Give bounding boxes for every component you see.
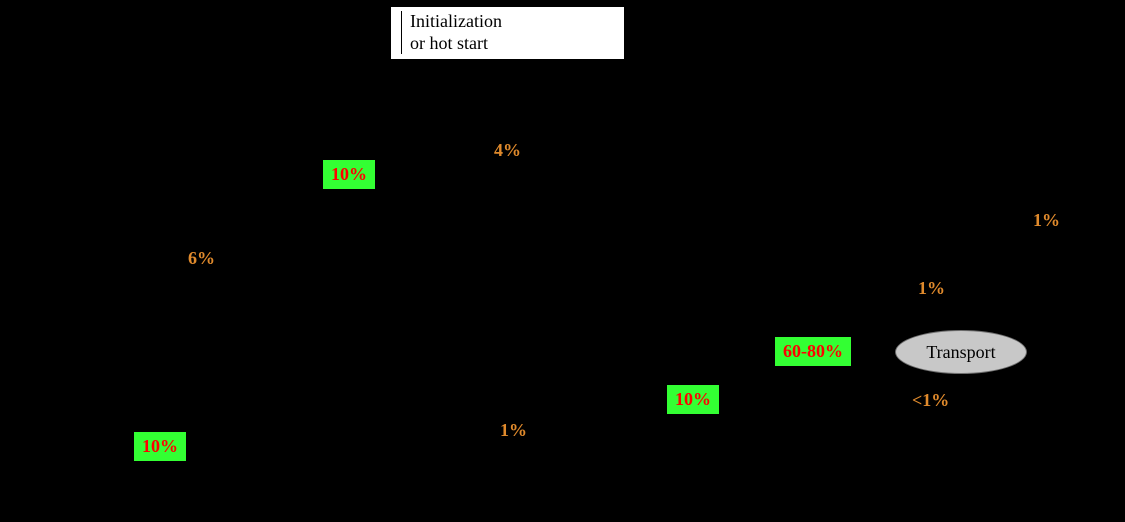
badge-10-ll: 10% — [134, 432, 186, 461]
node-initialization: Initialization or hot start — [390, 6, 625, 60]
node-initialization-line1: Initialization — [410, 11, 502, 31]
pct-1-mid: 1% — [918, 278, 945, 299]
node-initialization-line2: or hot start — [410, 33, 488, 53]
pct-1-right: 1% — [1033, 210, 1060, 231]
pct-6: 6% — [188, 248, 215, 269]
node-transport: Transport — [895, 330, 1027, 374]
node-transport-label: Transport — [926, 342, 995, 363]
pct-lt1: <1% — [912, 390, 949, 411]
pct-4: 4% — [494, 140, 521, 161]
pct-1-bottom: 1% — [500, 420, 527, 441]
badge-10-mid: 10% — [667, 385, 719, 414]
badge-10-ul: 10% — [323, 160, 375, 189]
badge-60-80: 60-80% — [775, 337, 851, 366]
